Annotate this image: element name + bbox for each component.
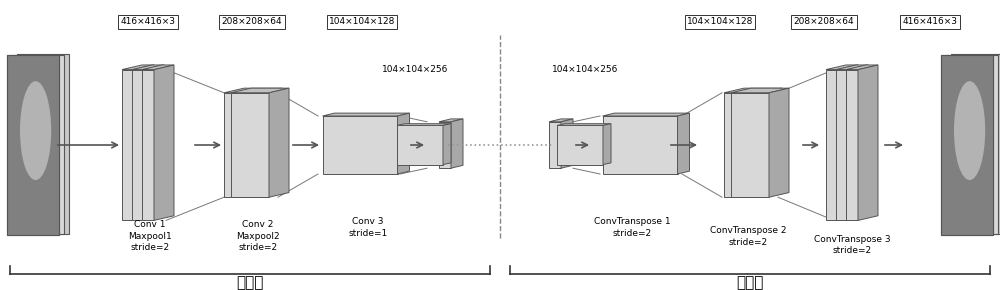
Bar (602, 116, 678, 174)
Text: 104×104×128: 104×104×128 (687, 17, 753, 26)
Polygon shape (224, 88, 282, 93)
Polygon shape (557, 124, 611, 125)
Bar (231, 93, 269, 197)
Text: Conv 2
Maxpool2
stride=2: Conv 2 Maxpool2 stride=2 (236, 220, 280, 252)
Polygon shape (322, 113, 410, 116)
Polygon shape (269, 88, 289, 197)
Text: ConvTranspose 3
stride=2: ConvTranspose 3 stride=2 (814, 235, 890, 255)
Polygon shape (142, 65, 174, 70)
Polygon shape (144, 65, 164, 220)
Bar (439, 122, 451, 168)
Bar (132, 70, 144, 220)
Bar (7, 55, 59, 235)
Bar (826, 70, 838, 220)
Polygon shape (154, 65, 174, 220)
Bar (322, 116, 398, 174)
Polygon shape (231, 88, 289, 93)
Text: Conv 1
Maxpool1
stride=2: Conv 1 Maxpool1 stride=2 (128, 220, 172, 252)
Bar (724, 93, 762, 197)
Polygon shape (439, 119, 463, 122)
Polygon shape (549, 119, 573, 122)
Polygon shape (678, 113, 690, 174)
Bar (946, 55, 998, 234)
Polygon shape (858, 65, 878, 220)
Bar (142, 70, 154, 220)
Bar (951, 54, 1000, 234)
Polygon shape (262, 88, 282, 197)
Bar (941, 55, 993, 235)
Polygon shape (826, 65, 858, 70)
Ellipse shape (20, 81, 51, 180)
Polygon shape (762, 88, 782, 197)
Polygon shape (848, 65, 868, 220)
Bar (731, 93, 769, 197)
Polygon shape (122, 65, 154, 70)
Polygon shape (443, 124, 451, 165)
Bar (846, 70, 858, 220)
Text: 416×416×3: 416×416×3 (120, 17, 176, 26)
Text: Conv 3
stride=1: Conv 3 stride=1 (348, 218, 388, 238)
Text: 208×208×64: 208×208×64 (222, 17, 282, 26)
Text: 208×208×64: 208×208×64 (794, 17, 854, 26)
Text: 104×104×256: 104×104×256 (552, 65, 618, 74)
Polygon shape (602, 113, 690, 116)
Bar (836, 70, 848, 220)
Bar (122, 70, 134, 220)
Polygon shape (451, 119, 463, 168)
Polygon shape (561, 119, 573, 168)
Bar (397, 125, 443, 165)
Bar (224, 93, 262, 197)
Text: ConvTranspose 2
stride=2: ConvTranspose 2 stride=2 (710, 226, 786, 246)
Polygon shape (134, 65, 154, 220)
Text: 编码器: 编码器 (236, 275, 264, 290)
Bar (557, 125, 603, 165)
Polygon shape (846, 65, 878, 70)
Ellipse shape (954, 81, 985, 180)
Polygon shape (397, 124, 451, 125)
Bar (12, 55, 64, 234)
Polygon shape (603, 124, 611, 165)
Text: 104×104×256: 104×104×256 (382, 65, 448, 74)
Bar (549, 122, 561, 168)
Polygon shape (724, 88, 782, 93)
Polygon shape (731, 88, 789, 93)
Polygon shape (397, 113, 410, 174)
Text: 解码器: 解码器 (736, 275, 764, 290)
Text: ConvTranspose 1
stride=2: ConvTranspose 1 stride=2 (594, 218, 670, 238)
Text: 416×416×3: 416×416×3 (902, 17, 958, 26)
Polygon shape (132, 65, 164, 70)
Polygon shape (836, 65, 868, 70)
Polygon shape (838, 65, 858, 220)
Bar (941, 55, 993, 235)
Text: 104×104×128: 104×104×128 (329, 17, 395, 26)
Polygon shape (769, 88, 789, 197)
Bar (17, 54, 69, 234)
Bar (7, 55, 59, 235)
